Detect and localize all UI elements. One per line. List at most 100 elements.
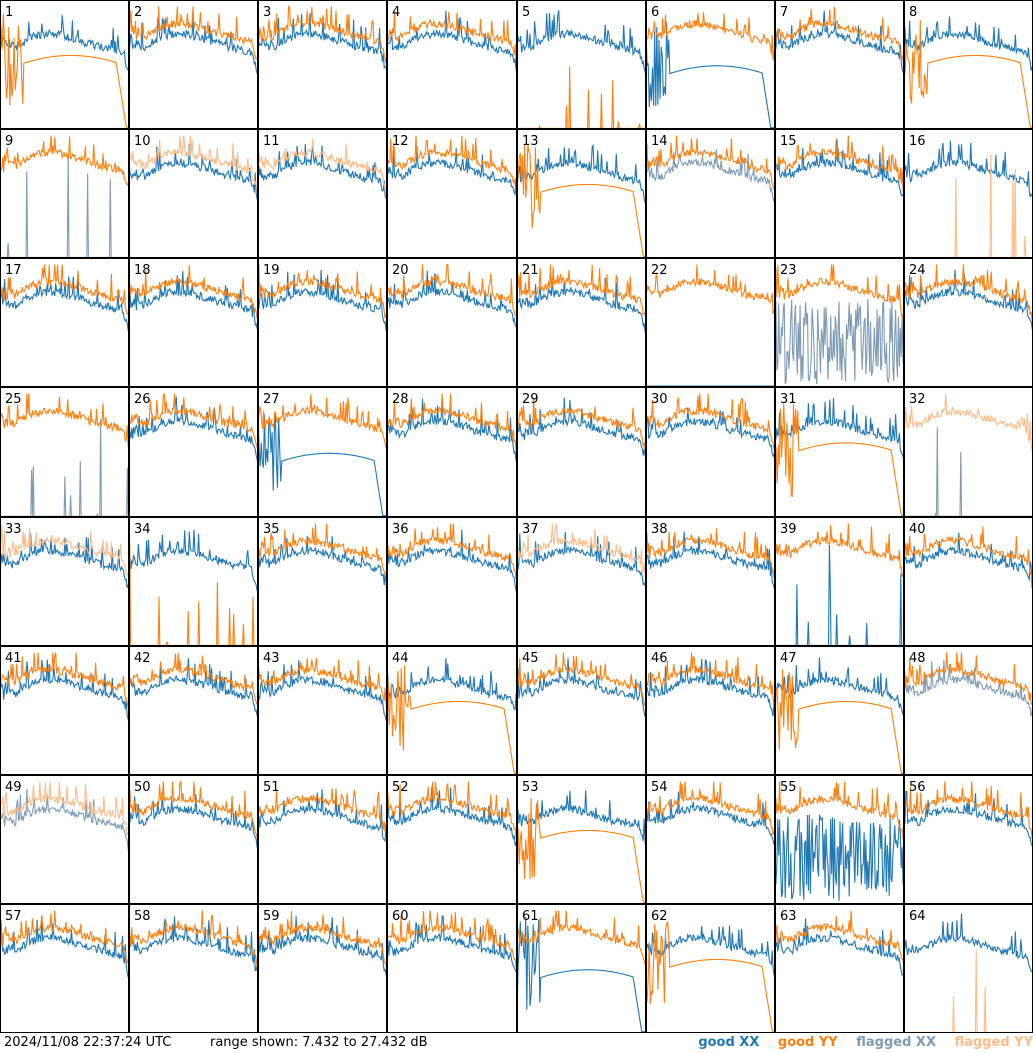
series-xx-41 bbox=[0, 659, 129, 723]
panel-label: 60 bbox=[392, 909, 409, 924]
panel-2: 2 bbox=[129, 0, 258, 129]
panel-border bbox=[258, 129, 387, 258]
panel-19: 19 bbox=[258, 258, 387, 387]
panel-label: 45 bbox=[522, 651, 539, 666]
panel-41: 41 bbox=[0, 646, 129, 775]
panel-35: 35 bbox=[258, 517, 387, 646]
panel-border bbox=[129, 904, 258, 1033]
series-xx-34 bbox=[129, 529, 258, 592]
panel-border bbox=[0, 387, 129, 517]
series-yy-55 bbox=[775, 781, 904, 840]
legend: good XX good YY flagged XX flagged YY bbox=[684, 1034, 1033, 1052]
series-xx-18 bbox=[129, 271, 258, 331]
panel-label: 39 bbox=[780, 522, 797, 537]
panel-47: 47 bbox=[775, 646, 904, 775]
range-shown: range shown: 7.432 to 27.432 dB bbox=[210, 1035, 428, 1050]
panel-label: 10 bbox=[134, 134, 151, 149]
panel-border bbox=[646, 646, 775, 775]
panel-63: 63 bbox=[775, 904, 904, 1033]
series-yy-61 bbox=[517, 910, 646, 969]
panel-border bbox=[0, 258, 129, 387]
series-xx-54 bbox=[646, 791, 775, 847]
series-xx-47 bbox=[775, 657, 904, 715]
panel-label: 25 bbox=[5, 392, 22, 407]
panel-label: 58 bbox=[134, 909, 151, 924]
series-xx-26 bbox=[129, 396, 258, 463]
series-yy-47 bbox=[775, 669, 904, 775]
series-xx-28 bbox=[387, 398, 517, 463]
series-yy-39 bbox=[775, 523, 904, 577]
series-yy-17 bbox=[0, 264, 129, 325]
panel-label: 44 bbox=[392, 651, 409, 666]
panel-border bbox=[646, 775, 775, 904]
series-yy-21 bbox=[517, 264, 646, 323]
series-yy-62 bbox=[646, 921, 775, 1033]
series-yy-29 bbox=[517, 397, 646, 454]
series-yy-15 bbox=[775, 135, 904, 193]
series-yy-50 bbox=[129, 780, 258, 841]
panel-3: 3 bbox=[258, 0, 387, 129]
panel-border bbox=[517, 775, 646, 904]
panel-21: 21 bbox=[517, 258, 646, 387]
series-yy-38 bbox=[646, 528, 775, 579]
panel-label: 63 bbox=[780, 909, 797, 924]
panel-border bbox=[646, 0, 775, 129]
series-xx-24 bbox=[904, 269, 1033, 335]
series-yy-25 bbox=[0, 393, 129, 450]
panel-7: 7 bbox=[775, 0, 904, 129]
panel-label: 31 bbox=[780, 392, 797, 407]
panel-60: 60 bbox=[387, 904, 517, 1033]
panel-label: 48 bbox=[909, 651, 926, 666]
panel-36: 36 bbox=[387, 517, 517, 646]
panel-49: 49 bbox=[0, 775, 129, 904]
panel-51: 51 bbox=[258, 775, 387, 904]
panel-border bbox=[0, 904, 129, 1033]
panel-label: 47 bbox=[780, 651, 797, 666]
panel-label: 43 bbox=[263, 651, 280, 666]
series-yy-3 bbox=[258, 5, 387, 66]
panel-border bbox=[387, 0, 517, 129]
series-xx-50 bbox=[129, 791, 258, 850]
series-xx-48 bbox=[904, 659, 1033, 717]
series-xx-11 bbox=[258, 143, 387, 202]
series-xx-8 bbox=[904, 16, 1033, 71]
panel-label: 49 bbox=[5, 780, 22, 795]
panel-border bbox=[646, 387, 775, 517]
series-xx-40 bbox=[904, 532, 1033, 590]
panel-label: 59 bbox=[263, 909, 280, 924]
panel-label: 64 bbox=[909, 909, 926, 924]
series-xx-13 bbox=[517, 143, 646, 204]
panel-label: 62 bbox=[651, 909, 668, 924]
panel-border bbox=[258, 258, 387, 387]
panel-border bbox=[517, 646, 646, 775]
panel-border bbox=[646, 258, 775, 387]
series-xx-44 bbox=[387, 658, 517, 717]
panel-label: 41 bbox=[5, 651, 22, 666]
panel-border bbox=[517, 387, 646, 517]
panel-label: 7 bbox=[780, 5, 788, 20]
panel-border bbox=[775, 904, 904, 1033]
series-yy-20 bbox=[387, 263, 517, 322]
series-xx-29 bbox=[517, 397, 646, 459]
panel-border bbox=[775, 646, 904, 775]
panel-58: 58 bbox=[129, 904, 258, 1033]
panel-39: 39 bbox=[775, 517, 904, 646]
series-xx-16 bbox=[904, 140, 1033, 199]
series-yy-63 bbox=[775, 910, 904, 966]
panel-border bbox=[0, 646, 129, 775]
panel-label: 42 bbox=[134, 651, 151, 666]
series-yy-22 bbox=[646, 264, 775, 320]
panel-border bbox=[258, 0, 387, 129]
series-yy-30 bbox=[646, 393, 775, 452]
panel-border bbox=[517, 517, 646, 646]
panel-border bbox=[258, 646, 387, 775]
panel-label: 40 bbox=[909, 522, 926, 537]
series-yy-19 bbox=[258, 264, 387, 319]
panel-border bbox=[0, 517, 129, 646]
panel-border bbox=[129, 0, 258, 129]
series-xx-12 bbox=[387, 146, 517, 200]
panel-42: 42 bbox=[129, 646, 258, 775]
series-xx-63 bbox=[775, 918, 904, 978]
panel-31: 31 bbox=[775, 387, 904, 517]
